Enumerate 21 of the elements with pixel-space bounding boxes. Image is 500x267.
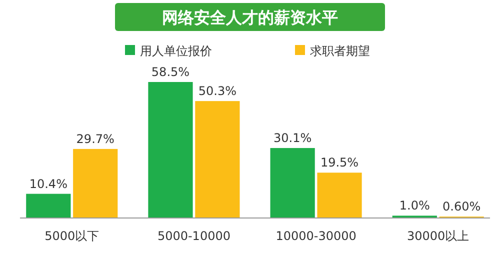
data-label: 58.5% [151, 65, 190, 79]
chart-title: 网络安全人才的薪资水平 [162, 8, 338, 27]
data-label: 10.4% [29, 176, 68, 191]
data-label: 19.5% [320, 156, 359, 170]
data-label: 1.0% [399, 198, 430, 213]
data-label: 0.60% [442, 200, 481, 214]
x-tick-label: 5000-10000 [157, 229, 230, 243]
bar [148, 82, 193, 218]
bar [270, 148, 315, 218]
bar [73, 148, 118, 218]
x-tick-label: 10000-30000 [276, 229, 356, 243]
legend-label: 用人单位报价 [140, 44, 212, 58]
data-label: 29.7% [76, 132, 114, 146]
bar [195, 101, 240, 218]
bar [317, 172, 362, 218]
legend-label: 求职者期望 [310, 44, 370, 58]
bar [26, 194, 71, 218]
data-label: 50.3% [198, 84, 236, 98]
x-tick-label: 5000以下 [44, 229, 100, 243]
x-tick-label: 30000以上 [407, 229, 470, 243]
data-label: 30.1% [274, 131, 312, 146]
